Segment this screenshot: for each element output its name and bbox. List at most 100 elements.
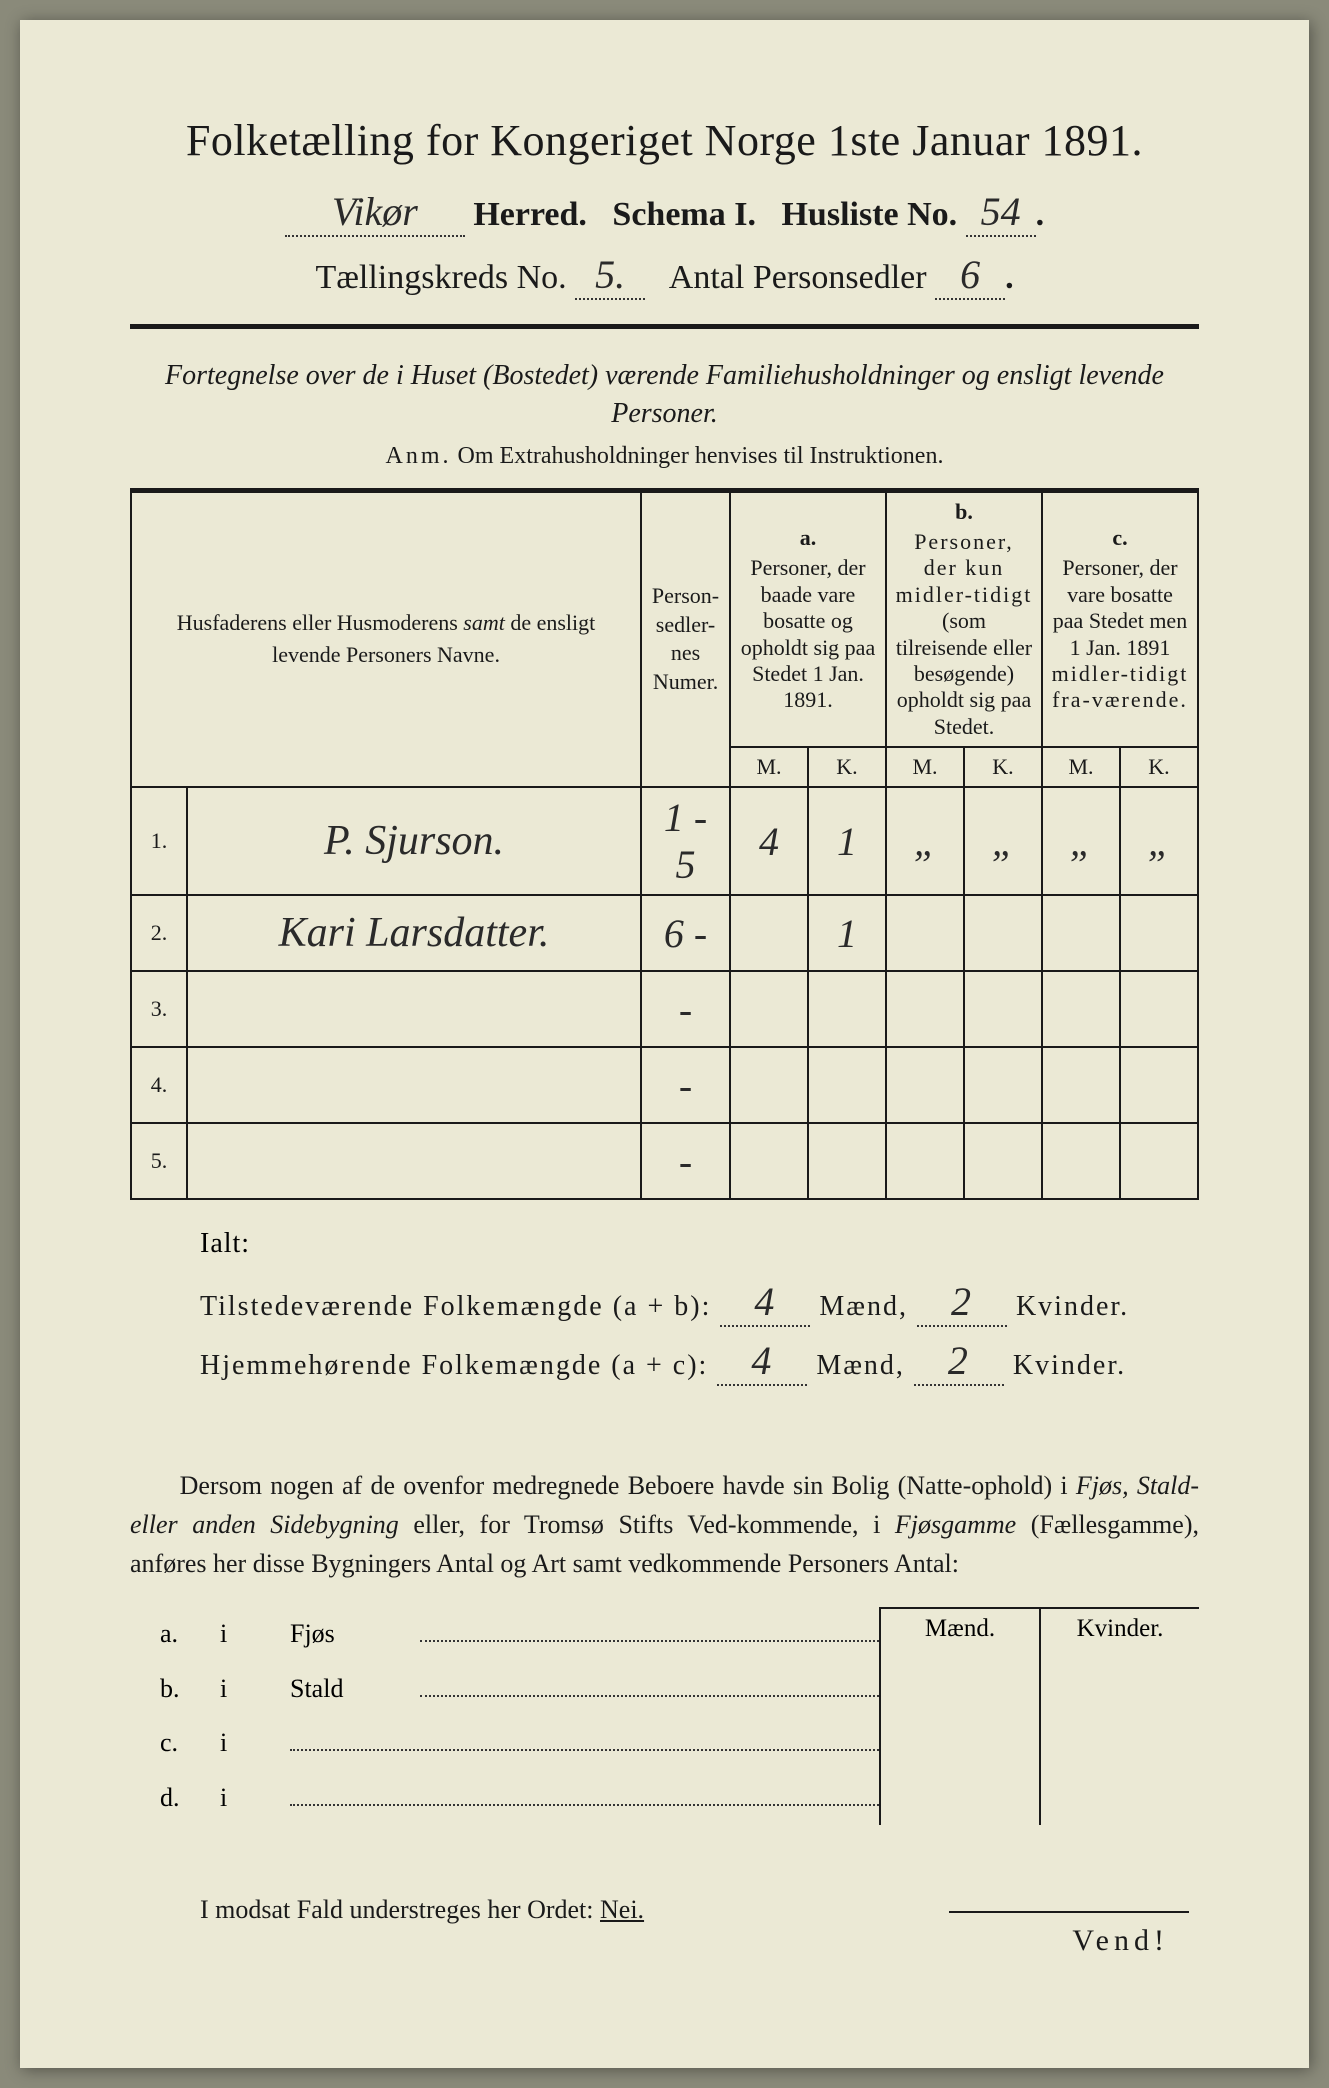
sum1-k: 2: [917, 1278, 1007, 1327]
row-numer: 1 - 5: [641, 787, 730, 895]
rule-1: [130, 324, 1199, 329]
row-name: Kari Larsdatter.: [187, 895, 641, 971]
col-a-m: M.: [730, 747, 808, 787]
row-number: 4.: [131, 1047, 187, 1123]
col-c: c. Personer, der vare bosatte paa Stedet…: [1042, 490, 1198, 747]
row-bk: [964, 1123, 1042, 1199]
row-cm: [1042, 1047, 1120, 1123]
row-am: [730, 1047, 808, 1123]
building-list: a. i Fjøs b. i Stald c. i d. i: [130, 1607, 879, 1825]
building-paragraph: Dersom nogen af de ovenfor medregnede Be…: [130, 1466, 1199, 1583]
schema-label: Schema I.: [612, 196, 756, 233]
header-line-2: Tællingskreds No. 5. Antal Personsedler …: [130, 251, 1199, 300]
row-name: P. Sjurson.: [187, 787, 641, 895]
row-bk: [964, 971, 1042, 1047]
row-numer: -: [641, 1047, 730, 1123]
row-ak: [808, 1047, 886, 1123]
table-row: 3. -: [131, 971, 1198, 1047]
col-a: a. Personer, der baade vare bosatte og o…: [730, 490, 886, 747]
col-c-k: K.: [1120, 747, 1198, 787]
row-bm: [886, 1123, 964, 1199]
herred-field: Vikør: [285, 188, 465, 237]
building-row-d: d. i: [160, 1771, 879, 1826]
col-b-m: M.: [886, 747, 964, 787]
building-row-a: a. i Fjøs: [160, 1607, 879, 1662]
sum-line-1: Tilstedeværende Folkemængde (a + b): 4 M…: [200, 1278, 1199, 1327]
instruction-text: Fortegnelse over de i Huset (Bostedet) v…: [130, 357, 1199, 433]
building-block: a. i Fjøs b. i Stald c. i d. i: [130, 1607, 1199, 1825]
row-ak: [808, 1123, 886, 1199]
vend-rule: [949, 1911, 1189, 1913]
row-bm: [886, 895, 964, 971]
totals-block: Ialt: Tilstedeværende Folkemængde (a + b…: [130, 1228, 1199, 1386]
anm-line: Anm. Om Extrahusholdninger henvises til …: [130, 443, 1199, 470]
anm-label: Anm.: [386, 443, 452, 469]
row-cm: [1042, 895, 1120, 971]
nei-word: Nei.: [600, 1895, 644, 1924]
husliste-label: Husliste No.: [781, 196, 957, 233]
census-form-page: Folketælling for Kongeriget Norge 1ste J…: [20, 20, 1309, 2068]
row-ak: 1: [808, 895, 886, 971]
row-am: [730, 971, 808, 1047]
row-bm: [886, 1047, 964, 1123]
row-name: [187, 971, 641, 1047]
table-row: 2.Kari Larsdatter.6 - 1: [131, 895, 1198, 971]
row-am: [730, 1123, 808, 1199]
table-row: 4. -: [131, 1047, 1198, 1123]
row-cm: [1042, 971, 1120, 1047]
row-numer: -: [641, 971, 730, 1047]
col-numer: Person-sedler-nesNumer.: [641, 490, 730, 787]
col-names: Husfaderens eller Husmoderens samt de en…: [131, 490, 641, 787]
row-ak: [808, 971, 886, 1047]
row-cm: „: [1042, 787, 1120, 895]
col-b-k: K.: [964, 747, 1042, 787]
row-ck: [1120, 1047, 1198, 1123]
row-ck: [1120, 971, 1198, 1047]
row-am: 4: [730, 787, 808, 895]
building-row-c: c. i: [160, 1716, 879, 1771]
table-row: 1.P. Sjurson.1 - 541„„„„: [131, 787, 1198, 895]
building-row-b: b. i Stald: [160, 1662, 879, 1717]
mk-box: Mænd. Kvinder.: [879, 1607, 1199, 1825]
row-ck: [1120, 895, 1198, 971]
main-table: Husfaderens eller Husmoderens samt de en…: [130, 488, 1199, 1201]
antal-label: Antal Personsedler: [669, 259, 927, 296]
row-number: 2.: [131, 895, 187, 971]
row-ck: [1120, 1123, 1198, 1199]
ialt-label: Ialt:: [200, 1228, 1199, 1260]
header-line-1: Vikør Herred. Schema I. Husliste No. 54.: [130, 188, 1199, 237]
sum2-k: 2: [914, 1337, 1004, 1386]
row-bk: „: [964, 787, 1042, 895]
mk-maend: Mænd.: [881, 1607, 1041, 1825]
row-number: 3.: [131, 971, 187, 1047]
col-c-m: M.: [1042, 747, 1120, 787]
sum-line-2: Hjemmehørende Folkemængde (a + c): 4 Mæn…: [200, 1337, 1199, 1386]
row-ck: „: [1120, 787, 1198, 895]
col-a-k: K.: [808, 747, 886, 787]
row-cm: [1042, 1123, 1120, 1199]
mk-kvinder: Kvinder.: [1041, 1607, 1199, 1825]
sum1-m: 4: [720, 1278, 810, 1327]
table-row: 5. -: [131, 1123, 1198, 1199]
row-am: [730, 895, 808, 971]
antal-field: 6: [935, 251, 1005, 300]
husliste-field: 54: [966, 188, 1036, 237]
row-bk: [964, 895, 1042, 971]
herred-label: Herred.: [473, 196, 587, 233]
row-bm: [886, 971, 964, 1047]
row-bm: „: [886, 787, 964, 895]
row-ak: 1: [808, 787, 886, 895]
row-number: 1.: [131, 787, 187, 895]
vend-label: Vend!: [1072, 1924, 1169, 1958]
kreds-field: 5.: [575, 251, 645, 300]
row-numer: -: [641, 1123, 730, 1199]
row-number: 5.: [131, 1123, 187, 1199]
row-numer: 6 -: [641, 895, 730, 971]
sum2-m: 4: [717, 1337, 807, 1386]
row-bk: [964, 1047, 1042, 1123]
col-b: b. Personer, der kun midler-tidigt (som …: [886, 490, 1042, 747]
row-name: [187, 1047, 641, 1123]
anm-text: Om Extrahusholdninger henvises til Instr…: [458, 443, 944, 469]
kreds-label: Tællingskreds No.: [315, 259, 566, 296]
page-title: Folketælling for Kongeriget Norge 1ste J…: [130, 115, 1199, 166]
